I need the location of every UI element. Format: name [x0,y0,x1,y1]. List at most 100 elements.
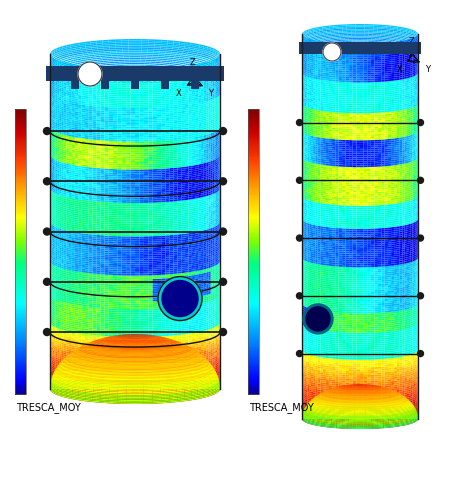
Polygon shape [326,396,329,399]
Polygon shape [72,124,75,127]
Polygon shape [53,194,54,197]
Polygon shape [135,326,139,328]
Polygon shape [325,410,329,411]
Polygon shape [92,332,96,334]
Polygon shape [130,209,135,211]
Polygon shape [337,426,342,428]
Polygon shape [109,339,110,340]
Polygon shape [311,414,315,416]
Polygon shape [388,393,391,395]
Polygon shape [302,401,303,404]
Polygon shape [305,99,306,102]
Polygon shape [153,123,157,125]
Polygon shape [378,202,382,204]
Polygon shape [64,345,66,348]
Polygon shape [206,311,209,314]
Polygon shape [192,123,195,125]
Polygon shape [139,178,144,180]
Polygon shape [315,122,318,124]
Polygon shape [303,411,304,414]
Polygon shape [342,237,346,239]
Polygon shape [378,394,382,396]
Polygon shape [353,208,356,210]
Polygon shape [89,197,92,200]
Polygon shape [343,401,347,402]
Polygon shape [349,244,353,247]
Polygon shape [217,193,218,196]
Polygon shape [122,94,126,96]
Polygon shape [373,52,375,53]
Polygon shape [52,355,53,358]
Polygon shape [189,281,192,284]
Polygon shape [213,354,214,356]
Polygon shape [198,244,201,247]
Polygon shape [371,258,374,260]
Polygon shape [66,287,69,289]
Polygon shape [78,309,82,312]
Polygon shape [394,123,397,126]
Bar [248,382,259,384]
Polygon shape [72,191,75,193]
Polygon shape [53,189,54,192]
Polygon shape [315,41,318,44]
Polygon shape [364,85,367,87]
Polygon shape [105,316,109,318]
Polygon shape [212,368,213,371]
Polygon shape [405,392,407,395]
Polygon shape [141,59,146,60]
Polygon shape [414,205,415,208]
Polygon shape [216,248,217,251]
Polygon shape [59,325,62,328]
Polygon shape [69,371,72,373]
Polygon shape [335,90,338,92]
Polygon shape [206,323,209,325]
Polygon shape [170,144,173,146]
Polygon shape [148,270,153,272]
Polygon shape [165,216,170,217]
Polygon shape [414,264,415,267]
Polygon shape [415,37,416,40]
Polygon shape [55,131,57,133]
Polygon shape [342,104,346,106]
Polygon shape [148,48,154,50]
Polygon shape [338,386,342,388]
Polygon shape [413,418,415,420]
Polygon shape [98,360,103,362]
Polygon shape [303,221,304,224]
Polygon shape [100,299,105,301]
Polygon shape [62,352,64,355]
Polygon shape [216,317,217,320]
Bar [15,273,26,274]
Polygon shape [53,381,55,384]
Polygon shape [311,234,313,237]
Polygon shape [181,271,185,274]
Polygon shape [216,207,217,210]
Bar [15,233,26,234]
Polygon shape [407,401,409,404]
Polygon shape [371,164,374,166]
Polygon shape [206,358,209,360]
Polygon shape [170,124,173,126]
Polygon shape [411,341,412,343]
Polygon shape [385,157,388,159]
Polygon shape [326,243,329,245]
Polygon shape [385,280,388,282]
Polygon shape [217,182,218,185]
Polygon shape [89,195,92,198]
Polygon shape [417,136,418,139]
Polygon shape [382,321,385,323]
Polygon shape [170,345,173,347]
Polygon shape [92,118,96,120]
Polygon shape [153,224,157,226]
Polygon shape [64,225,66,227]
Polygon shape [332,420,335,422]
Polygon shape [82,330,85,333]
Polygon shape [161,158,165,160]
Polygon shape [385,59,388,61]
Polygon shape [342,81,346,83]
Polygon shape [118,250,122,252]
Polygon shape [52,105,53,107]
Polygon shape [201,153,204,156]
Polygon shape [177,112,181,114]
Polygon shape [302,253,303,256]
